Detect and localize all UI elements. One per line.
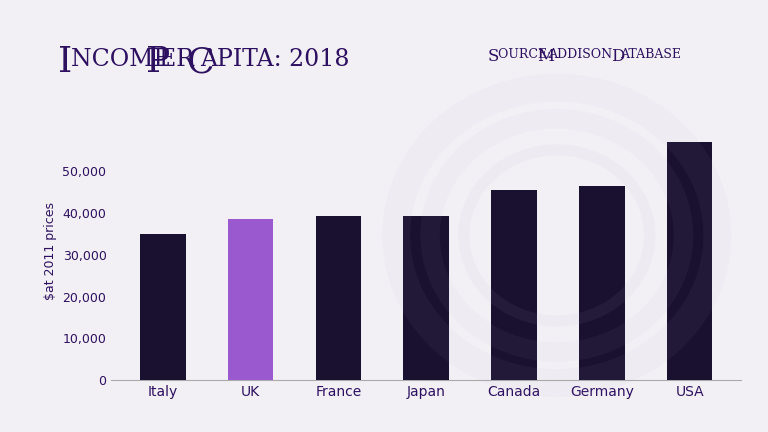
Text: M: M <box>538 48 554 64</box>
Bar <box>492 190 537 380</box>
Bar <box>140 234 186 380</box>
Bar <box>228 219 273 380</box>
Bar <box>316 216 361 380</box>
Text: ADDISON: ADDISON <box>548 48 617 61</box>
Text: ATABASE: ATABASE <box>621 48 681 61</box>
Bar <box>579 186 624 380</box>
Text: I: I <box>58 45 72 79</box>
Text: D: D <box>611 48 624 64</box>
Text: C: C <box>187 45 214 79</box>
Bar <box>667 142 713 380</box>
Text: APITA: 2018: APITA: 2018 <box>200 48 349 70</box>
Y-axis label: $at 2011 prices: $at 2011 prices <box>44 202 57 299</box>
Text: S: S <box>488 48 499 64</box>
Text: OURCE:: OURCE: <box>498 48 555 61</box>
Bar <box>403 216 449 380</box>
Text: ER: ER <box>159 48 201 70</box>
Text: NCOME: NCOME <box>71 48 179 70</box>
Text: P: P <box>146 45 170 79</box>
